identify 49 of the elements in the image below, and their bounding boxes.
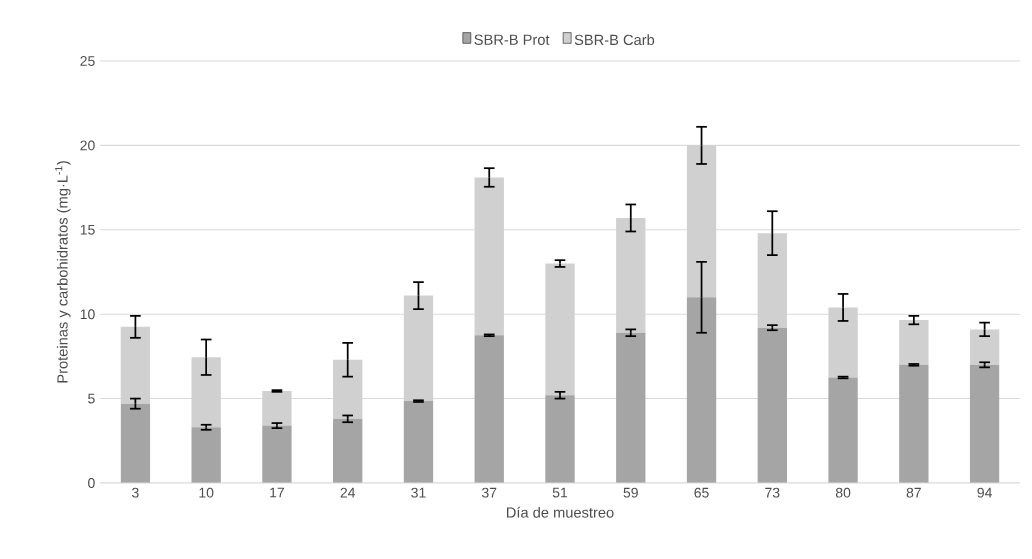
x-tick-label: 94 bbox=[977, 487, 992, 498]
bar bbox=[120, 326, 151, 404]
x-tick-label: 87 bbox=[906, 487, 921, 498]
x-axis-title: Día de muestreo bbox=[507, 506, 614, 518]
bar bbox=[262, 390, 292, 426]
y-tick-label: 15 bbox=[80, 224, 95, 235]
y-tick-label: 10 bbox=[80, 309, 95, 320]
x-tick-label: 73 bbox=[765, 487, 780, 498]
bar bbox=[616, 217, 646, 333]
bar bbox=[333, 359, 363, 419]
y-axis-title: Proteinas y carbohidratos (mg·L$^{-1}$) bbox=[55, 161, 71, 383]
bar bbox=[828, 307, 858, 378]
x-tick-label: 24 bbox=[340, 487, 356, 498]
bar bbox=[828, 377, 858, 483]
legend-label: SBR-B Prot bbox=[474, 34, 550, 45]
x-tick-label: 65 bbox=[694, 487, 709, 498]
bar bbox=[545, 263, 575, 396]
x-tick-label: 17 bbox=[270, 487, 284, 498]
x-tick-label: 51 bbox=[552, 487, 568, 498]
bar bbox=[333, 418, 363, 483]
bar bbox=[191, 357, 221, 428]
bar bbox=[120, 403, 151, 483]
bar bbox=[474, 177, 504, 336]
bar bbox=[686, 145, 717, 298]
x-tick-label: 37 bbox=[481, 487, 497, 498]
y-tick-label: 25 bbox=[80, 56, 95, 66]
bar bbox=[757, 327, 787, 483]
x-tick-label: 59 bbox=[623, 487, 638, 498]
bar bbox=[899, 364, 929, 483]
bar bbox=[686, 297, 717, 483]
bar bbox=[545, 395, 575, 483]
bar bbox=[403, 295, 434, 402]
y-tick-label: 0 bbox=[88, 478, 95, 488]
legend-label: SBR-B Carb bbox=[574, 34, 655, 46]
x-tick-label: 80 bbox=[835, 487, 851, 498]
x-tick-label: 10 bbox=[199, 487, 214, 498]
bar bbox=[191, 427, 221, 483]
y-tick-label: 20 bbox=[80, 140, 95, 151]
bar bbox=[969, 329, 1000, 365]
bar bbox=[262, 425, 292, 483]
bar bbox=[757, 233, 787, 328]
x-tick-label: 3 bbox=[132, 487, 139, 498]
bar bbox=[899, 320, 929, 365]
x-tick-label: 31 bbox=[411, 487, 426, 498]
bar bbox=[403, 401, 434, 483]
bar bbox=[616, 332, 646, 483]
y-tick-label: 5 bbox=[88, 393, 95, 404]
bar bbox=[969, 364, 1000, 483]
bar bbox=[474, 335, 504, 483]
